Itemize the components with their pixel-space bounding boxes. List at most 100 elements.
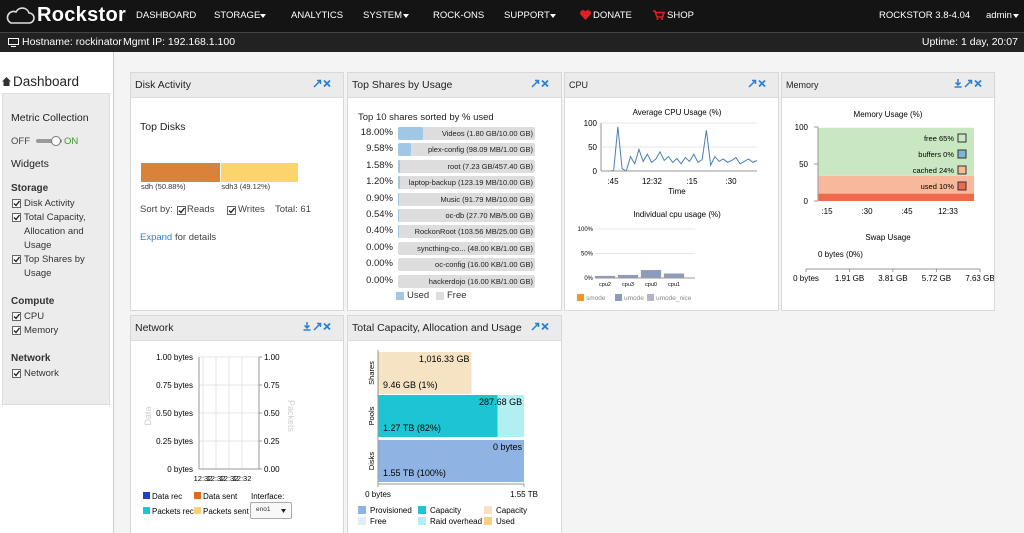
nav-item[interactable]: SUPPORT bbox=[504, 10, 550, 21]
user-menu[interactable]: admin bbox=[986, 10, 1012, 21]
y-tick-label: 0 bbox=[593, 167, 598, 176]
legend-label: cached 24% bbox=[913, 166, 955, 175]
nav-item[interactable]: SHOP bbox=[667, 10, 694, 21]
x-tick-label: cpu1 bbox=[668, 282, 680, 288]
legend-label: Used bbox=[407, 290, 430, 301]
legend-label: Used bbox=[496, 517, 515, 526]
toggle-off: OFF bbox=[11, 136, 30, 147]
share-track bbox=[398, 176, 535, 190]
download-icon bbox=[954, 79, 962, 88]
bar-label: 1.27 TB (82%) bbox=[383, 423, 441, 433]
legend-label: free 65% bbox=[924, 134, 954, 143]
nav-item[interactable]: DASHBOARD bbox=[136, 10, 197, 21]
nav-item[interactable]: DONATE bbox=[593, 10, 632, 21]
checkbox-tick bbox=[13, 200, 21, 207]
group-title: Storage bbox=[11, 183, 49, 194]
share-track bbox=[398, 127, 535, 140]
expand-link[interactable]: Expand bbox=[140, 232, 173, 243]
cart-wheel bbox=[656, 18, 659, 20]
x-tick-label: :30 bbox=[861, 207, 873, 216]
x-tick-label: :30 bbox=[725, 177, 737, 186]
monitor bbox=[8, 38, 19, 45]
share-bar bbox=[398, 127, 423, 140]
sort-reads[interactable]: Reads bbox=[187, 204, 215, 215]
widget-title: Disk Activity bbox=[135, 79, 192, 91]
y-tick-label: 0 bbox=[804, 197, 809, 206]
checkbox-tick bbox=[178, 207, 186, 214]
x-tick-label: 12:32 bbox=[207, 474, 226, 483]
share-percent: 1.20% bbox=[366, 176, 393, 188]
widget-controls[interactable] bbox=[313, 79, 337, 89]
subtitle: Top 10 shares sorted by % used bbox=[358, 112, 494, 123]
checkbox[interactable] bbox=[12, 199, 21, 208]
widget-toggle[interactable]: Network bbox=[24, 368, 59, 379]
legend-label: Data rec bbox=[152, 492, 182, 501]
sort-writes[interactable]: Writes bbox=[238, 204, 265, 215]
x-axis-label: Time bbox=[668, 187, 686, 196]
x-tick-label: cpu2 bbox=[599, 282, 611, 288]
bar-label: 9.46 GB (1%) bbox=[383, 380, 438, 390]
share-percent: 0.40% bbox=[366, 225, 393, 237]
widget-toggle[interactable]: Disk Activity bbox=[24, 198, 75, 209]
checkbox[interactable] bbox=[12, 255, 21, 264]
checkbox[interactable] bbox=[12, 369, 21, 378]
capacity-bar bbox=[378, 395, 498, 437]
widget-controls[interactable] bbox=[531, 322, 555, 332]
checkbox[interactable] bbox=[12, 213, 21, 222]
checkbox-box bbox=[12, 199, 21, 208]
legend-label: Capacity bbox=[496, 506, 527, 515]
legend-swatch bbox=[957, 165, 967, 175]
nav-item[interactable]: SYSTEM bbox=[363, 10, 403, 21]
share-track bbox=[398, 192, 535, 206]
memory-area bbox=[818, 193, 974, 201]
y-tick-label: 100 bbox=[795, 123, 809, 132]
checkbox-box bbox=[12, 213, 21, 222]
checkbox[interactable] bbox=[227, 206, 236, 215]
legend-swatch bbox=[358, 506, 366, 514]
widget-title: Top Shares by Usage bbox=[352, 79, 453, 91]
home-icon bbox=[2, 77, 11, 86]
widget-title: Total Capacity, Allocation and Usage bbox=[352, 322, 522, 334]
toggle[interactable] bbox=[36, 136, 62, 147]
legend-swatch bbox=[194, 492, 201, 499]
checkbox[interactable] bbox=[12, 312, 21, 321]
checkbox[interactable] bbox=[177, 206, 186, 215]
widget-controls[interactable] bbox=[531, 79, 555, 89]
interface-select[interactable]: eno1 bbox=[250, 502, 292, 519]
checkbox[interactable] bbox=[12, 326, 21, 335]
legend-swatch bbox=[418, 517, 426, 525]
legend-swatch bbox=[143, 492, 150, 499]
close-icon bbox=[323, 322, 331, 331]
nav-item[interactable]: STORAGE bbox=[214, 10, 261, 21]
widget-toggle[interactable]: Memory bbox=[24, 325, 59, 336]
capacity-bar bbox=[497, 395, 525, 437]
share-label: root (7.23 GB/457.40 GB) bbox=[447, 161, 533, 171]
checkbox-box bbox=[12, 326, 21, 335]
widget-toggle[interactable]: Total Capacity, Allocation and Usage bbox=[24, 212, 86, 251]
nav-item[interactable]: ANALYTICS bbox=[291, 10, 344, 21]
widget-toggle[interactable]: Top Shares by Usage bbox=[24, 254, 85, 279]
share-bar bbox=[398, 159, 401, 173]
nav-item[interactable]: ROCK-ONS bbox=[433, 10, 485, 21]
home bbox=[2, 77, 11, 86]
sidebar-panel: Metric Collection OFF ON Widgets Storage Disk… bbox=[2, 93, 110, 405]
widget-controls[interactable] bbox=[954, 79, 988, 89]
widget-controls[interactable] bbox=[303, 322, 337, 332]
widget-toggle[interactable]: CPU bbox=[24, 311, 45, 322]
widget-controls[interactable] bbox=[748, 79, 772, 89]
logo-icon bbox=[6, 7, 35, 24]
swap-title: Swap Usage bbox=[865, 233, 911, 242]
divider bbox=[113, 52, 114, 533]
x-tick-label: :15 bbox=[821, 207, 833, 216]
disk-label: sdh (50.88%) bbox=[141, 182, 186, 191]
checkbox-box bbox=[12, 255, 21, 264]
share-track bbox=[398, 274, 535, 288]
disk-bar bbox=[221, 163, 298, 182]
category-label: Pools bbox=[367, 406, 376, 425]
share-percent: 9.58% bbox=[366, 143, 393, 155]
legend-swatch bbox=[194, 507, 201, 514]
checkbox-box bbox=[12, 312, 21, 321]
resize-icon bbox=[748, 79, 757, 88]
x-tick-label: cpu3 bbox=[622, 282, 634, 288]
share-percent: 0.00% bbox=[366, 258, 393, 270]
